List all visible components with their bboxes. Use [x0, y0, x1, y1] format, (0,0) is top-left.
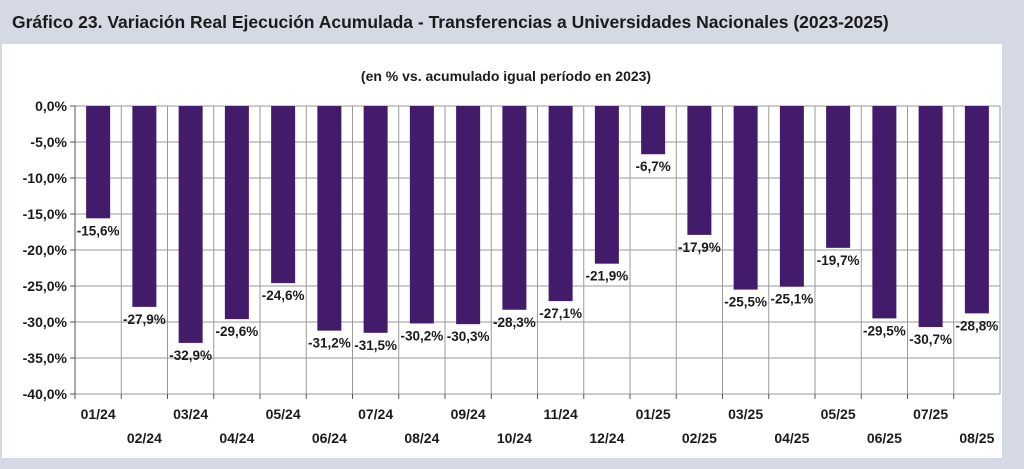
gridlines [74, 105, 1001, 395]
bar [964, 106, 989, 314]
bar [826, 106, 851, 248]
y-tick-label: -5,0% [30, 134, 67, 150]
x-tick-label: 12/24 [589, 430, 624, 446]
bar [779, 106, 804, 287]
data-label: -29,6% [215, 324, 258, 339]
bar [641, 106, 666, 155]
x-tick-label: 02/24 [127, 430, 162, 446]
data-label: -19,7% [817, 253, 860, 268]
bar [317, 106, 342, 331]
data-label: -15,6% [77, 223, 120, 238]
bar [918, 106, 943, 328]
title-bar: Gráfico 23. Variación Real Ejecución Acu… [0, 0, 1024, 44]
x-tick-label: 07/25 [913, 406, 948, 422]
data-label: -27,1% [539, 306, 582, 321]
y-tick-label: -15,0% [23, 206, 68, 222]
bar [224, 106, 249, 320]
x-tick-label: 09/24 [451, 406, 486, 422]
figure-title: Gráfico 23. Variación Real Ejecución Acu… [12, 12, 889, 32]
data-label: -17,9% [678, 240, 721, 255]
y-tick-label: 0,0% [35, 98, 67, 114]
data-label: -6,7% [635, 159, 670, 174]
bar [271, 106, 296, 284]
bar [456, 106, 481, 325]
bar [687, 106, 712, 235]
x-tick-label: 11/24 [543, 406, 577, 422]
bar [733, 106, 758, 290]
bar [872, 106, 897, 319]
y-tick-label: -30,0% [23, 314, 68, 330]
chart-subtitle: (en % vs. acumulado igual período en 202… [361, 68, 651, 84]
data-labels: -15,6% -27,9% -32,9%-29,6% -24,6% -31,2% -31,… [77, 159, 999, 363]
bar [178, 106, 203, 343]
bar [548, 106, 573, 302]
bar [502, 106, 527, 310]
y-tick-label: -35,0% [23, 350, 68, 366]
data-label: -24,6% [262, 288, 305, 303]
bottom-bar [0, 459, 1024, 469]
y-tick-label: -20,0% [23, 242, 68, 258]
y-tick-label: -10,0% [23, 170, 68, 186]
data-label: -30,3% [447, 329, 490, 344]
data-label: -25,1% [770, 292, 813, 307]
axes: 0,0% -5,0% -10,0% -15,0% -20,0% -25,0% -30,0% -… [23, 98, 995, 446]
data-label: -31,5% [354, 338, 397, 353]
x-tick-label: 05/25 [821, 406, 856, 422]
x-tick-label: 05/24 [266, 406, 301, 422]
x-tick-label: 01/25 [636, 406, 671, 422]
data-label: -32,9% [169, 348, 212, 363]
x-tick-label: 10/24 [497, 430, 532, 446]
x-tick-label: 06/25 [867, 430, 902, 446]
bar [132, 106, 157, 307]
data-label: -27,9% [123, 312, 166, 327]
x-tick-label: 01/24 [81, 406, 116, 422]
x-tick-label: 03/24 [173, 406, 208, 422]
bar [363, 106, 388, 333]
data-label: -28,8% [955, 318, 998, 333]
bars [86, 106, 989, 343]
x-tick-label: 08/24 [404, 430, 439, 446]
x-tick-label: 04/25 [774, 430, 809, 446]
y-tick-label: -25,0% [23, 278, 68, 294]
x-tick-label: 04/24 [219, 430, 254, 446]
data-label: -28,3% [493, 315, 536, 330]
data-label: -30,2% [400, 328, 443, 343]
data-label: -30,7% [909, 332, 952, 347]
x-tick-label: 03/25 [728, 406, 763, 422]
data-label: -31,2% [308, 336, 351, 351]
data-label: -21,9% [585, 269, 628, 284]
x-tick-label: 07/24 [358, 406, 393, 422]
bar [409, 106, 434, 324]
data-label: -29,5% [863, 323, 906, 338]
x-tick-label: 08/25 [959, 430, 994, 446]
data-label: -25,5% [724, 295, 767, 310]
x-tick-label: 02/25 [682, 430, 717, 446]
bar [594, 106, 619, 264]
bar [86, 106, 111, 219]
x-tick-label: 06/24 [312, 430, 347, 446]
y-tick-label: -40,0% [23, 386, 68, 402]
